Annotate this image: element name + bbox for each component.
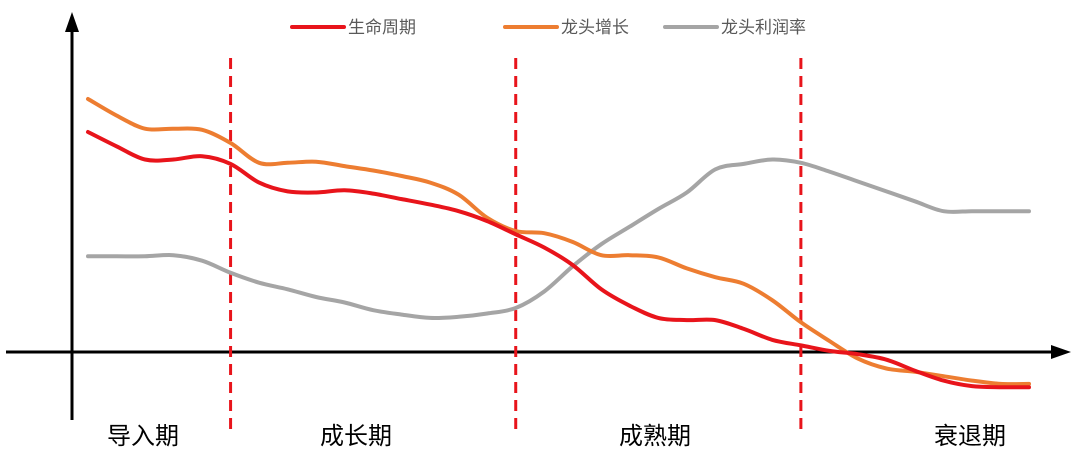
series-line-1 [86,130,1031,390]
legend-label-3: 龙头利润率 [721,18,806,38]
stage-label-2: 成长期 [320,422,392,450]
series-line-2 [86,97,1031,387]
stage-label-3: 成熟期 [619,422,691,450]
series-line-3 [86,157,1031,320]
series-lines [86,97,1031,390]
legend: 生命周期 龙头增长 龙头利润率 [290,18,806,38]
stage-labels: 导入期 成长期 成熟期 衰退期 [107,422,1006,450]
x-axis-arrow [1051,345,1071,359]
stage-boundaries [229,58,803,432]
legend-label-2: 龙头增长 [561,18,629,38]
axes [6,12,1071,420]
legend-label-1: 生命周期 [348,18,416,38]
stage-label-1: 导入期 [107,422,179,450]
stage-label-4: 衰退期 [934,422,1006,450]
y-axis-arrow [65,12,79,32]
